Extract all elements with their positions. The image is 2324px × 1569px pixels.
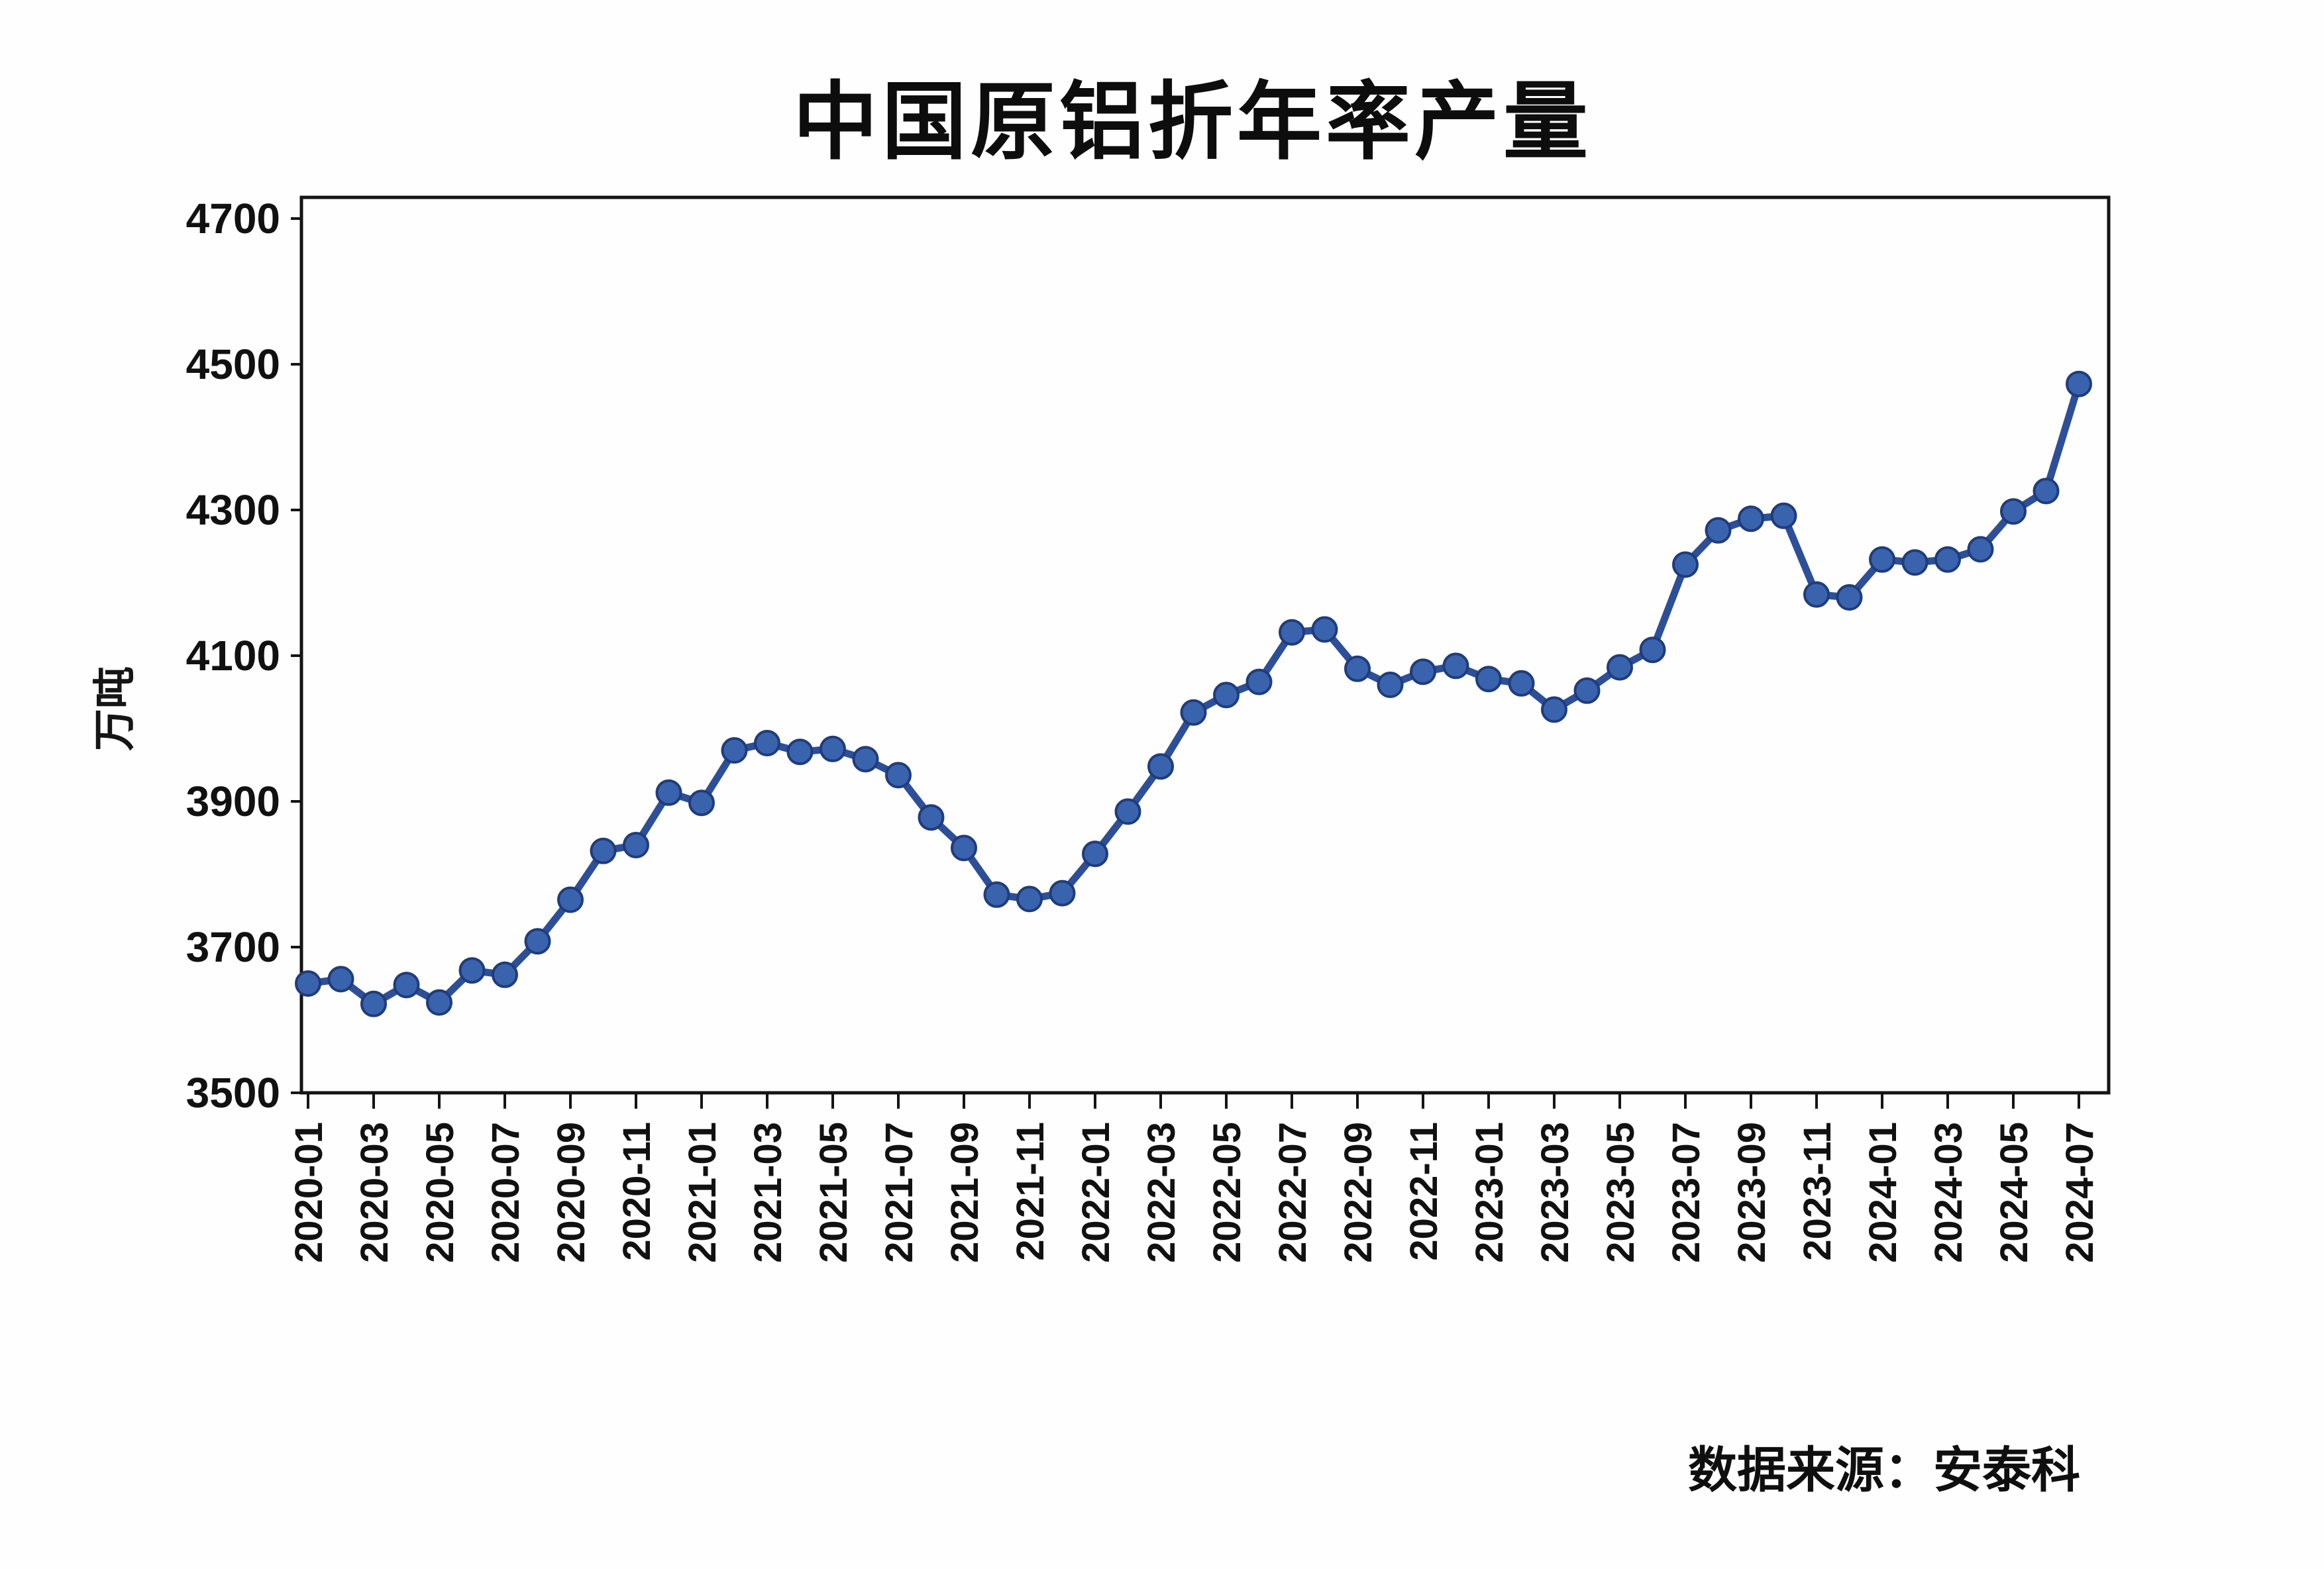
x-tick-label: 2023-07 [1665,1122,1708,1263]
x-tick-label: 2020-09 [550,1122,593,1263]
y-tick-label: 3500 [186,1069,280,1117]
plot-frame [299,195,2111,1095]
data-point-2022-01 [1082,840,1108,868]
x-tick-label: 2020-11 [615,1122,659,1261]
data-point-2020-04 [393,972,420,999]
chart-title: 中国原铝折年率产量 [792,75,1593,170]
x-tick-label: 2024-03 [1927,1122,1970,1263]
data-point-2024-07 [2066,370,2092,397]
data-point-2020-05 [426,989,452,1016]
data-point-2023-02 [1508,670,1535,697]
data-point-2020-12 [655,779,682,806]
data-point-2020-01 [295,970,321,997]
data-point-2020-08 [524,928,551,955]
x-tick-label: 2022-07 [1271,1122,1314,1263]
x-tick-label: 2022-01 [1075,1122,1118,1263]
x-tick-label: 2021-05 [812,1122,855,1263]
data-point-2021-03 [754,730,780,756]
data-point-2022-02 [1114,798,1141,825]
x-tick-label: 2020-05 [419,1122,462,1263]
x-tick-label: 2023-03 [1534,1122,1577,1263]
x-tick-label: 2022-09 [1337,1122,1380,1263]
data-point-2020-10 [590,837,617,864]
data-point-2021-11 [1016,886,1043,913]
x-tick-label: 2020-03 [353,1122,396,1263]
data-point-2024-05 [2000,498,2027,525]
data-point-2021-05 [819,735,846,762]
data-point-2022-07 [1279,619,1305,646]
data-point-2022-11 [1410,658,1436,685]
data-point-2022-08 [1311,616,1338,643]
x-tick-label: 2024-05 [1993,1122,2036,1263]
data-point-2022-03 [1147,753,1174,780]
data-point-2021-06 [852,746,879,773]
data-point-2020-03 [360,990,387,1017]
source-note: 数据来源：安泰科 [1688,1442,2080,1497]
y-tick-label: 4300 [186,486,280,534]
x-tick-label: 2021-01 [681,1122,724,1263]
data-point-2023-01 [1475,666,1502,693]
data-point-2021-04 [786,738,814,766]
y-tick-label: 3700 [186,923,280,971]
data-point-2023-11 [1803,581,1830,608]
data-point-2024-03 [1934,546,1961,573]
data-point-2024-01 [1869,546,1895,573]
data-point-2021-08 [918,804,945,831]
data-point-2020-09 [557,886,584,913]
data-point-2021-12 [1049,880,1076,907]
data-point-2023-08 [1705,517,1732,544]
data-point-2023-04 [1573,677,1601,704]
data-point-2022-09 [1344,655,1371,682]
x-tick-label: 2022-05 [1206,1122,1249,1263]
data-point-2023-12 [1836,584,1863,611]
data-point-2021-07 [885,762,912,789]
x-tick-label: 2024-07 [2058,1122,2101,1263]
x-tick-label: 2023-11 [1796,1122,1839,1261]
data-point-2020-07 [492,961,518,988]
data-point-2020-11 [623,832,649,858]
data-point-2022-06 [1245,668,1273,695]
data-point-2021-01 [688,789,715,817]
data-point-2022-10 [1377,672,1404,698]
data-point-2022-05 [1213,682,1240,709]
data-point-2023-07 [1672,551,1699,578]
data-point-2023-10 [1770,502,1797,529]
data-point-2023-05 [1607,654,1633,681]
x-tick-label: 2021-07 [878,1122,921,1263]
data-point-2024-04 [1967,536,1994,563]
data-point-2022-12 [1442,652,1469,680]
x-tick-label: 2020-07 [484,1122,527,1263]
data-point-2024-02 [1901,549,1928,576]
data-point-2023-03 [1541,696,1567,723]
data-point-2020-02 [327,966,354,993]
x-tick-label: 2021-09 [943,1122,986,1263]
y-tick-label: 3900 [186,778,280,825]
x-tick-label: 2023-09 [1730,1122,1773,1263]
data-point-2024-06 [2033,478,2060,505]
data-point-2023-06 [1639,636,1666,664]
data-point-2022-04 [1180,699,1207,726]
x-tick-label: 2021-03 [747,1122,790,1263]
data-point-2020-06 [458,957,486,984]
data-point-2021-09 [951,835,977,862]
x-tick-label: 2023-05 [1599,1122,1642,1263]
data-point-2021-10 [983,881,1010,908]
x-tick-label: 2023-01 [1468,1122,1511,1263]
x-tick-label: 2021-11 [1009,1122,1052,1261]
y-tick-label: 4500 [186,340,280,388]
x-tick-label: 2022-03 [1140,1122,1183,1263]
y-tick-label: 4100 [186,632,280,680]
x-tick-label: 2024-01 [1862,1122,1905,1263]
y-tick-label: 4700 [186,195,280,242]
x-tick-label: 2020-01 [288,1122,331,1263]
x-tick-label: 2022-11 [1402,1122,1446,1261]
data-point-2023-09 [1738,505,1764,532]
data-point-2021-02 [721,737,748,764]
